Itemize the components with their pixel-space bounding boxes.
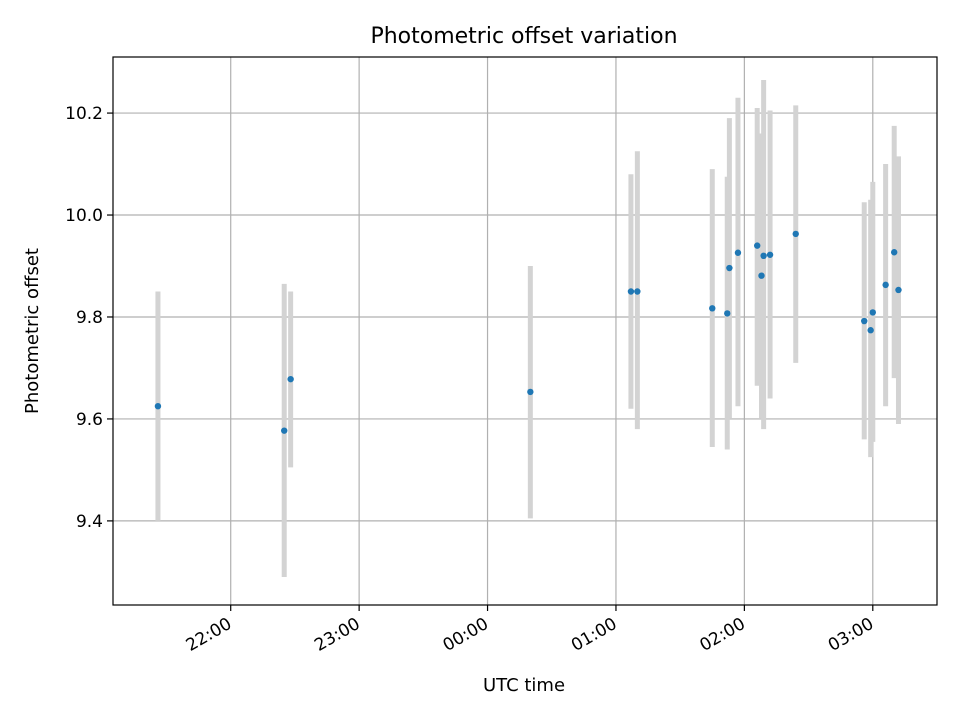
- data-point: [726, 264, 733, 272]
- data-point: [281, 427, 288, 434]
- data-point: [882, 281, 889, 289]
- data-point: [734, 249, 742, 256]
- data-point: [154, 402, 162, 410]
- data-point: [754, 242, 761, 249]
- data-point: [627, 288, 635, 295]
- y-axis-label: Photometric offset: [22, 248, 43, 414]
- data-point: [792, 230, 799, 238]
- grid: [113, 57, 937, 605]
- y-tick-label: 9.6: [76, 410, 103, 430]
- y-tick-label: 10.0: [65, 206, 103, 226]
- data-point: [724, 310, 731, 317]
- data-point: [869, 309, 876, 316]
- data-point: [634, 288, 641, 295]
- y-tick-label: 10.2: [65, 104, 103, 124]
- plot-frame: [112, 56, 938, 606]
- data-point: [758, 272, 765, 279]
- y-axis: 9.4 9.6 9.8 10.0 10.2: [65, 104, 113, 532]
- data-point: [890, 249, 898, 256]
- data-point: [527, 388, 534, 396]
- chart-title: Photometric offset variation: [370, 24, 677, 49]
- data-point: [895, 286, 902, 294]
- data-point: [760, 252, 767, 260]
- data-point: [861, 317, 868, 325]
- y-tick-label: 9.8: [76, 308, 103, 328]
- data-point: [766, 251, 774, 258]
- data-point: [867, 327, 874, 334]
- data-point: [709, 305, 716, 312]
- data-points: [154, 230, 902, 434]
- data-point: [287, 375, 294, 383]
- x-axis-label: UTC time: [483, 675, 565, 696]
- y-tick-label: 9.4: [76, 512, 103, 532]
